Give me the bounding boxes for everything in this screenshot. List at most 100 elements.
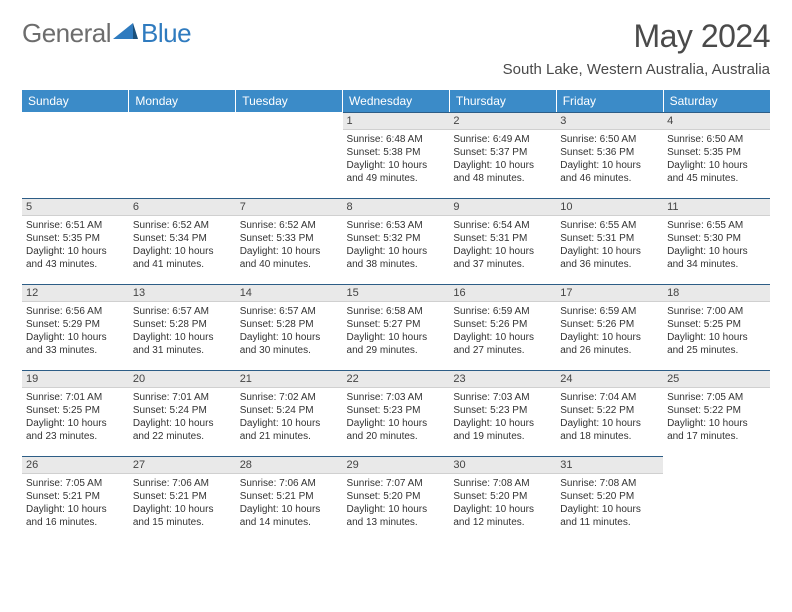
calendar-cell: 19Sunrise: 7:01 AMSunset: 5:25 PMDayligh… [22, 370, 129, 456]
month-title: May 2024 [503, 18, 770, 55]
day-number: 13 [129, 284, 236, 302]
sunrise-label: Sunrise: 6:56 AM [26, 305, 125, 318]
sunset-label: Sunset: 5:33 PM [240, 232, 339, 245]
sunrise-label: Sunrise: 7:03 AM [347, 391, 446, 404]
day-header: Tuesday [236, 90, 343, 112]
calendar-week: 26Sunrise: 7:05 AMSunset: 5:21 PMDayligh… [22, 456, 770, 542]
day-info: Sunrise: 7:00 AMSunset: 5:25 PMDaylight:… [663, 302, 770, 357]
day-number: 28 [236, 456, 343, 474]
day-number: 14 [236, 284, 343, 302]
brand-triangle-icon [113, 21, 139, 46]
sunset-label: Sunset: 5:20 PM [453, 490, 552, 503]
calendar-cell: 2Sunrise: 6:49 AMSunset: 5:37 PMDaylight… [449, 112, 556, 198]
calendar-table: Sunday Monday Tuesday Wednesday Thursday… [22, 90, 770, 542]
day-info: Sunrise: 7:08 AMSunset: 5:20 PMDaylight:… [556, 474, 663, 529]
sunset-label: Sunset: 5:31 PM [560, 232, 659, 245]
day-header: Wednesday [343, 90, 450, 112]
daylight-label: Daylight: 10 hours and 48 minutes. [453, 159, 552, 185]
day-info: Sunrise: 7:06 AMSunset: 5:21 PMDaylight:… [129, 474, 236, 529]
sunset-label: Sunset: 5:35 PM [667, 146, 766, 159]
sunrise-label: Sunrise: 6:57 AM [133, 305, 232, 318]
daylight-label: Daylight: 10 hours and 40 minutes. [240, 245, 339, 271]
calendar-cell: 9Sunrise: 6:54 AMSunset: 5:31 PMDaylight… [449, 198, 556, 284]
day-number: 26 [22, 456, 129, 474]
sunset-label: Sunset: 5:31 PM [453, 232, 552, 245]
sunset-label: Sunset: 5:36 PM [560, 146, 659, 159]
daylight-label: Daylight: 10 hours and 43 minutes. [26, 245, 125, 271]
sunset-label: Sunset: 5:25 PM [667, 318, 766, 331]
sunrise-label: Sunrise: 7:08 AM [453, 477, 552, 490]
daylight-label: Daylight: 10 hours and 26 minutes. [560, 331, 659, 357]
sunset-label: Sunset: 5:23 PM [453, 404, 552, 417]
calendar-cell: 13Sunrise: 6:57 AMSunset: 5:28 PMDayligh… [129, 284, 236, 370]
daylight-label: Daylight: 10 hours and 30 minutes. [240, 331, 339, 357]
sunrise-label: Sunrise: 6:53 AM [347, 219, 446, 232]
day-info: Sunrise: 7:01 AMSunset: 5:24 PMDaylight:… [129, 388, 236, 443]
sunset-label: Sunset: 5:34 PM [133, 232, 232, 245]
day-info: Sunrise: 6:53 AMSunset: 5:32 PMDaylight:… [343, 216, 450, 271]
daylight-label: Daylight: 10 hours and 38 minutes. [347, 245, 446, 271]
sunset-label: Sunset: 5:22 PM [667, 404, 766, 417]
brand-part2: Blue [141, 18, 191, 49]
day-number: 18 [663, 284, 770, 302]
day-info: Sunrise: 7:04 AMSunset: 5:22 PMDaylight:… [556, 388, 663, 443]
sunset-label: Sunset: 5:21 PM [133, 490, 232, 503]
sunrise-label: Sunrise: 6:57 AM [240, 305, 339, 318]
day-info: Sunrise: 7:07 AMSunset: 5:20 PMDaylight:… [343, 474, 450, 529]
sunset-label: Sunset: 5:24 PM [240, 404, 339, 417]
calendar-cell: 15Sunrise: 6:58 AMSunset: 5:27 PMDayligh… [343, 284, 450, 370]
day-info: Sunrise: 7:02 AMSunset: 5:24 PMDaylight:… [236, 388, 343, 443]
day-info: Sunrise: 6:52 AMSunset: 5:33 PMDaylight:… [236, 216, 343, 271]
day-number: 6 [129, 198, 236, 216]
daylight-label: Daylight: 10 hours and 22 minutes. [133, 417, 232, 443]
calendar-cell: 27Sunrise: 7:06 AMSunset: 5:21 PMDayligh… [129, 456, 236, 542]
sunrise-label: Sunrise: 6:51 AM [26, 219, 125, 232]
sunrise-label: Sunrise: 6:55 AM [667, 219, 766, 232]
sunrise-label: Sunrise: 6:59 AM [453, 305, 552, 318]
sunrise-label: Sunrise: 7:05 AM [26, 477, 125, 490]
sunrise-label: Sunrise: 6:49 AM [453, 133, 552, 146]
sunset-label: Sunset: 5:29 PM [26, 318, 125, 331]
sunset-label: Sunset: 5:35 PM [26, 232, 125, 245]
day-info: Sunrise: 6:58 AMSunset: 5:27 PMDaylight:… [343, 302, 450, 357]
daylight-label: Daylight: 10 hours and 12 minutes. [453, 503, 552, 529]
daylight-label: Daylight: 10 hours and 41 minutes. [133, 245, 232, 271]
daylight-label: Daylight: 10 hours and 18 minutes. [560, 417, 659, 443]
day-number: 20 [129, 370, 236, 388]
location-label: South Lake, Western Australia, Australia [503, 61, 770, 78]
sunset-label: Sunset: 5:28 PM [133, 318, 232, 331]
day-info: Sunrise: 6:48 AMSunset: 5:38 PMDaylight:… [343, 130, 450, 185]
daylight-label: Daylight: 10 hours and 14 minutes. [240, 503, 339, 529]
calendar-cell: 23Sunrise: 7:03 AMSunset: 5:23 PMDayligh… [449, 370, 556, 456]
day-number: 1 [343, 112, 450, 130]
sunrise-label: Sunrise: 7:01 AM [133, 391, 232, 404]
day-info: Sunrise: 7:08 AMSunset: 5:20 PMDaylight:… [449, 474, 556, 529]
day-number: 3 [556, 112, 663, 130]
sunrise-label: Sunrise: 6:55 AM [560, 219, 659, 232]
day-number: 12 [22, 284, 129, 302]
daylight-label: Daylight: 10 hours and 46 minutes. [560, 159, 659, 185]
day-header: Monday [129, 90, 236, 112]
day-info: Sunrise: 7:01 AMSunset: 5:25 PMDaylight:… [22, 388, 129, 443]
day-info: Sunrise: 6:59 AMSunset: 5:26 PMDaylight:… [556, 302, 663, 357]
day-number: 2 [449, 112, 556, 130]
sunset-label: Sunset: 5:21 PM [240, 490, 339, 503]
daylight-label: Daylight: 10 hours and 29 minutes. [347, 331, 446, 357]
daylight-label: Daylight: 10 hours and 23 minutes. [26, 417, 125, 443]
day-info: Sunrise: 6:54 AMSunset: 5:31 PMDaylight:… [449, 216, 556, 271]
sunset-label: Sunset: 5:30 PM [667, 232, 766, 245]
calendar-cell: 30Sunrise: 7:08 AMSunset: 5:20 PMDayligh… [449, 456, 556, 542]
sunset-label: Sunset: 5:26 PM [453, 318, 552, 331]
brand-part1: General [22, 18, 111, 49]
day-info: Sunrise: 6:55 AMSunset: 5:30 PMDaylight:… [663, 216, 770, 271]
calendar-cell: 4Sunrise: 6:50 AMSunset: 5:35 PMDaylight… [663, 112, 770, 198]
sunrise-label: Sunrise: 7:04 AM [560, 391, 659, 404]
calendar-cell: 14Sunrise: 6:57 AMSunset: 5:28 PMDayligh… [236, 284, 343, 370]
daylight-label: Daylight: 10 hours and 49 minutes. [347, 159, 446, 185]
calendar-cell [22, 112, 129, 198]
day-info: Sunrise: 6:55 AMSunset: 5:31 PMDaylight:… [556, 216, 663, 271]
sunset-label: Sunset: 5:25 PM [26, 404, 125, 417]
calendar-week: 12 Sunrise: 6:56 AMSunset: 5:29 PM Dayligh… [22, 284, 770, 370]
sunset-label: Sunset: 5:22 PM [560, 404, 659, 417]
day-header: Saturday [663, 90, 770, 112]
